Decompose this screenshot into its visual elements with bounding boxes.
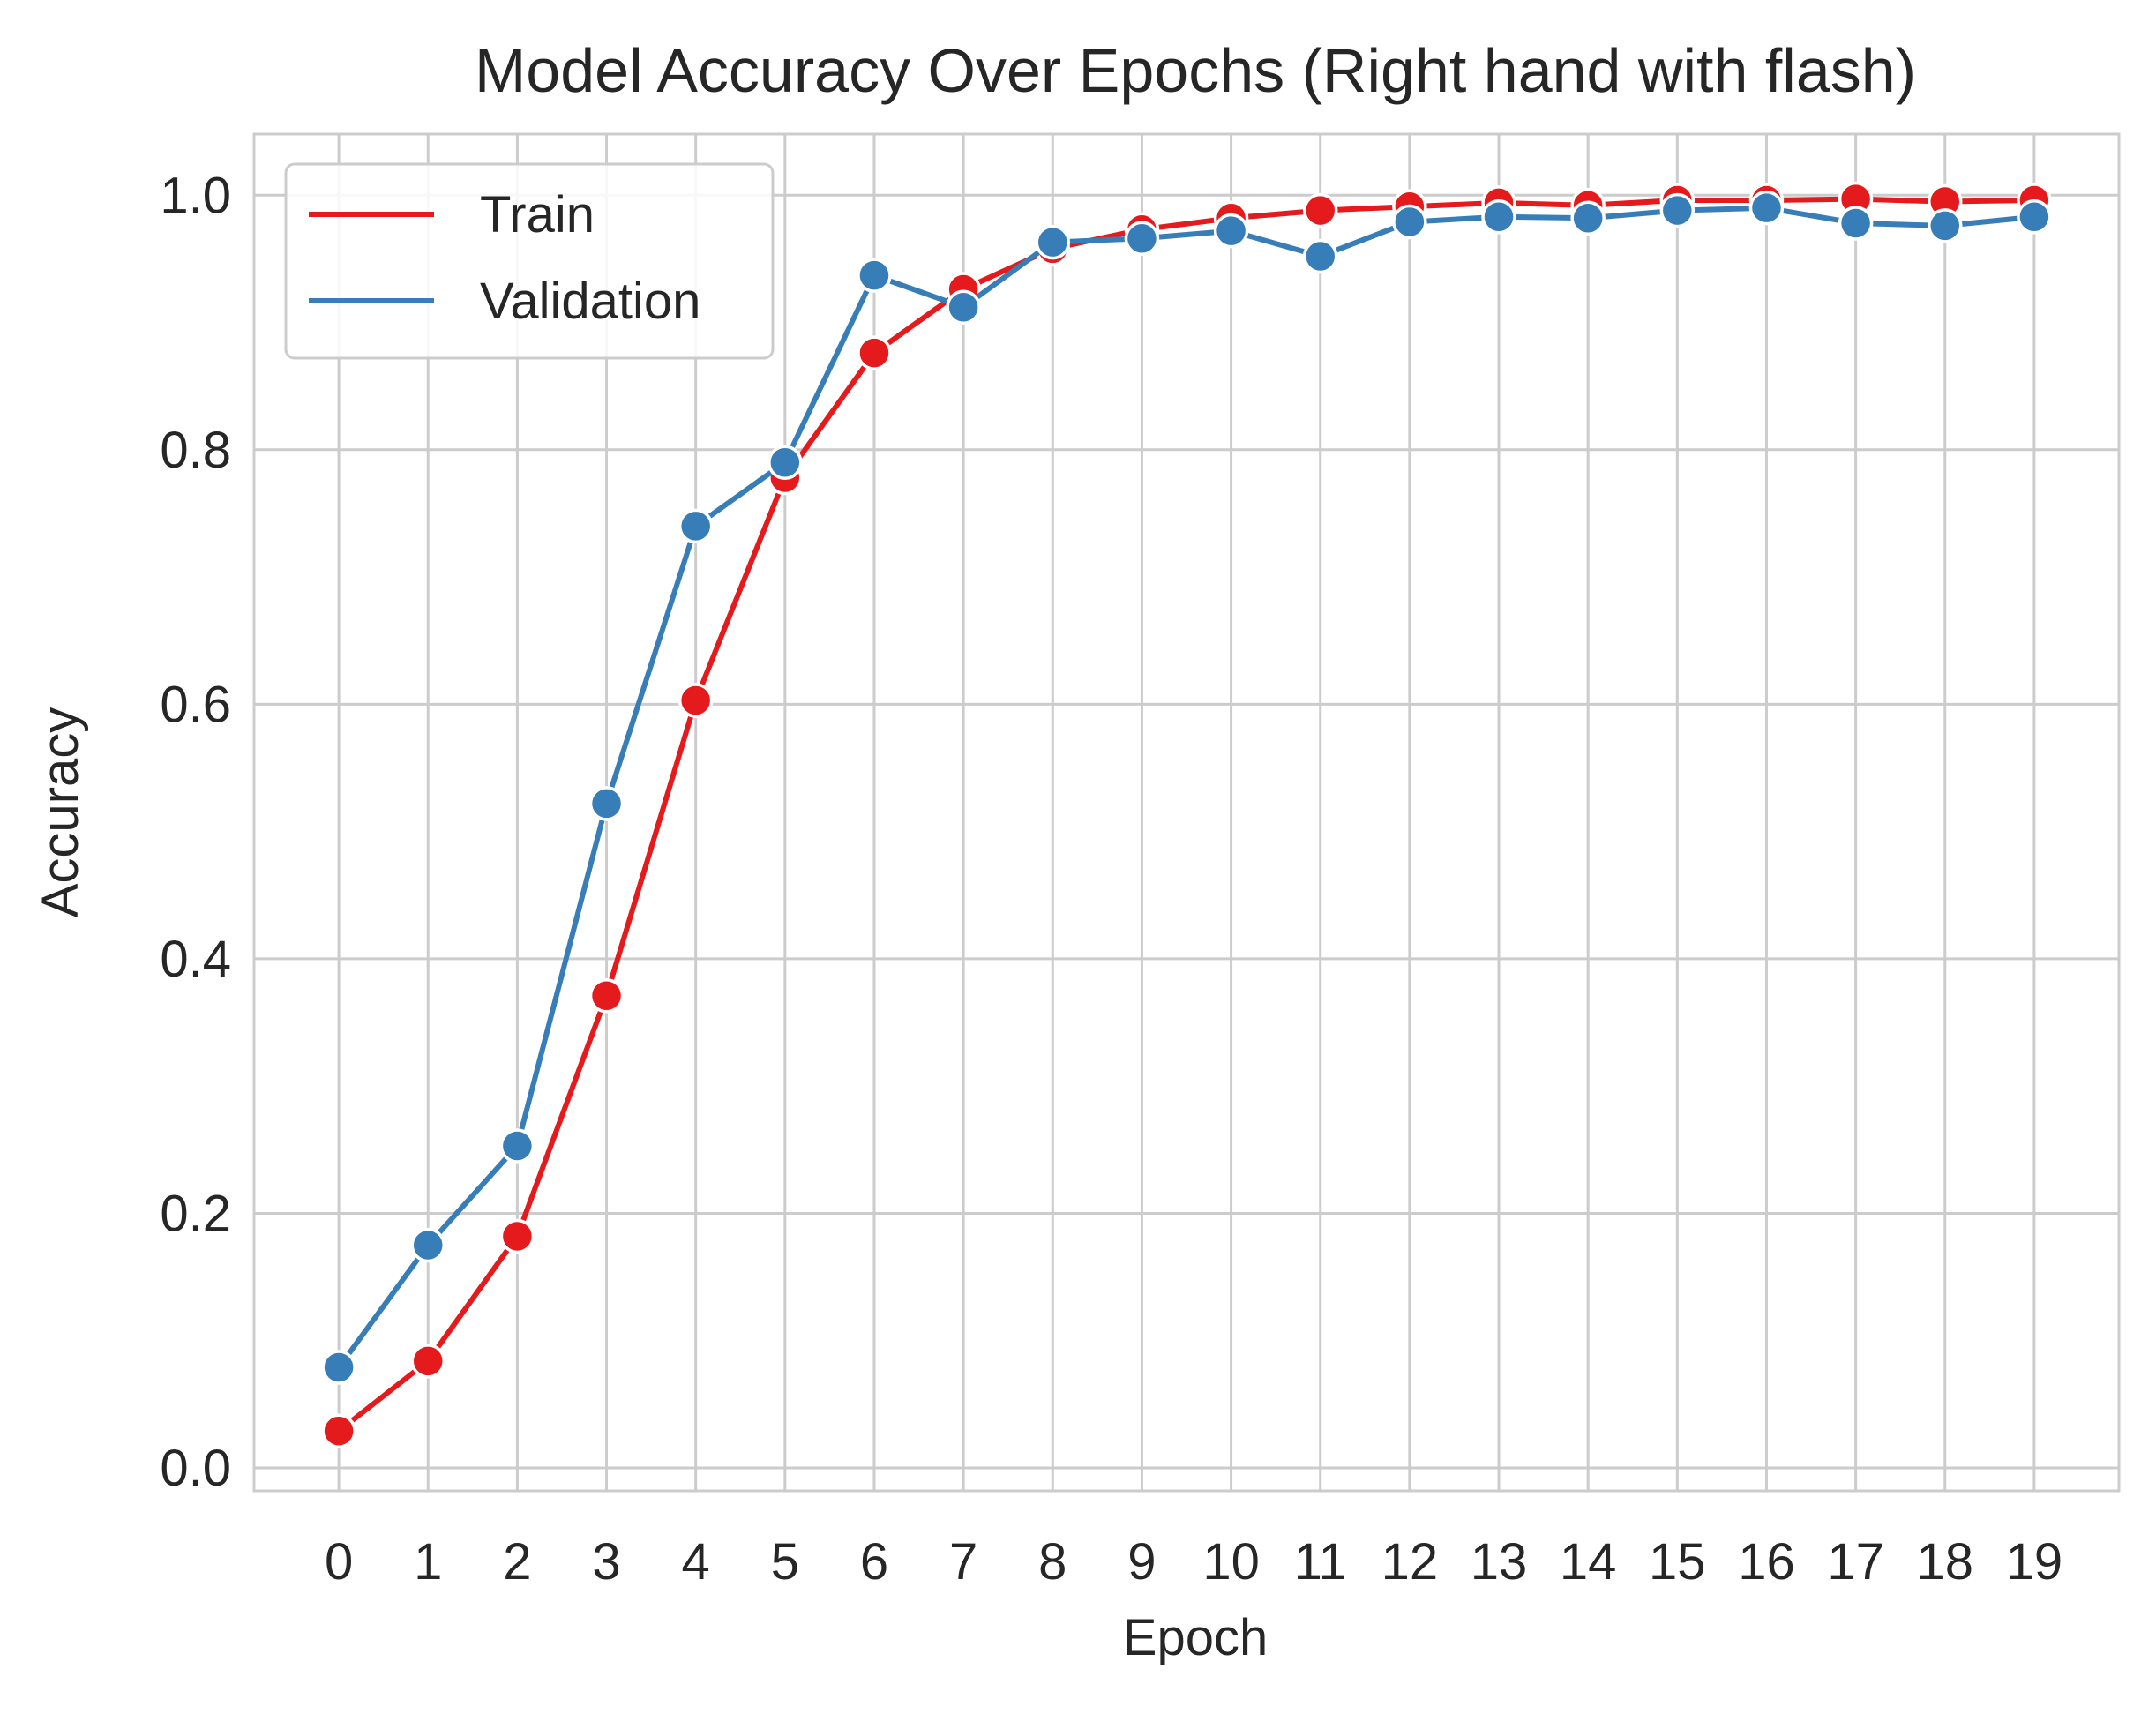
data-point	[588, 786, 625, 821]
x-axis-label: Epoch	[1123, 1609, 1268, 1666]
data-point	[1035, 224, 1071, 260]
data-point	[410, 1344, 445, 1379]
x-tick-label: 18	[1917, 1533, 1974, 1591]
data-point	[1302, 192, 1338, 228]
x-tick-label: 4	[682, 1533, 710, 1591]
data-point	[2017, 199, 2052, 235]
x-tick-label: 12	[1381, 1533, 1439, 1591]
data-point	[321, 1350, 356, 1385]
x-tick-label: 1	[414, 1533, 442, 1591]
legend: Train Validation	[284, 162, 775, 360]
data-point	[1213, 213, 1249, 249]
x-tick-label: 11	[1294, 1533, 1347, 1591]
x-tick-label: 14	[1560, 1533, 1617, 1591]
data-point	[857, 258, 892, 293]
data-point	[499, 1128, 535, 1164]
data-point	[946, 289, 981, 325]
data-point	[1838, 206, 1874, 241]
y-tick-label: 0.0	[160, 1440, 231, 1497]
grid	[254, 134, 2119, 1491]
y-tick-label: 0.2	[160, 1185, 231, 1242]
x-tick-label: 0	[325, 1533, 353, 1591]
x-tick-label: 10	[1202, 1533, 1260, 1591]
data-point	[499, 1218, 535, 1254]
legend-label-train: Train	[480, 186, 595, 243]
x-tick-label: 7	[949, 1533, 977, 1591]
chart-title: Model Accuracy Over Epochs (Right hand w…	[475, 36, 1916, 105]
data-point	[1302, 238, 1338, 274]
data-point	[677, 683, 714, 718]
data-point	[1392, 204, 1427, 240]
data-point	[588, 978, 625, 1014]
y-tick-label: 1.0	[160, 167, 231, 224]
y-axis-label: Accuracy	[32, 707, 89, 918]
x-tick-label: 19	[2006, 1533, 2063, 1591]
tick-labels: 0 1 2 3 4 5 6 7 8 9 10 11 12 13 14 15 16 17 18 190.00.20.40…	[160, 167, 2062, 1591]
data-point	[1124, 221, 1160, 257]
x-tick-label: 5	[771, 1533, 799, 1591]
data-point	[677, 508, 714, 544]
x-tick-label: 6	[860, 1533, 888, 1591]
data-point	[1481, 199, 1516, 235]
x-tick-label: 13	[1471, 1533, 1528, 1591]
data-point	[1659, 192, 1696, 228]
plot-frame	[252, 132, 2121, 1493]
x-tick-label: 16	[1738, 1533, 1795, 1591]
y-tick-label: 0.8	[160, 422, 231, 479]
data-point	[857, 335, 892, 370]
data-point	[1928, 208, 1963, 243]
data-point	[1748, 190, 1785, 226]
data-point	[767, 445, 803, 480]
y-tick-label: 0.4	[160, 931, 231, 988]
data-point	[1570, 200, 1606, 236]
y-tick-label: 0.6	[160, 676, 231, 733]
data-point	[410, 1227, 445, 1263]
x-tick-label: 3	[592, 1533, 620, 1591]
data-point	[321, 1413, 356, 1448]
x-tick-label: 8	[1038, 1533, 1067, 1591]
x-tick-label: 15	[1649, 1533, 1706, 1591]
x-tick-label: 17	[1827, 1533, 1884, 1591]
series-validation	[321, 190, 2052, 1385]
x-tick-label: 2	[503, 1533, 531, 1591]
x-tick-label: 9	[1127, 1533, 1156, 1591]
series-layer	[321, 181, 2052, 1448]
legend-label-validation: Validation	[480, 273, 700, 330]
